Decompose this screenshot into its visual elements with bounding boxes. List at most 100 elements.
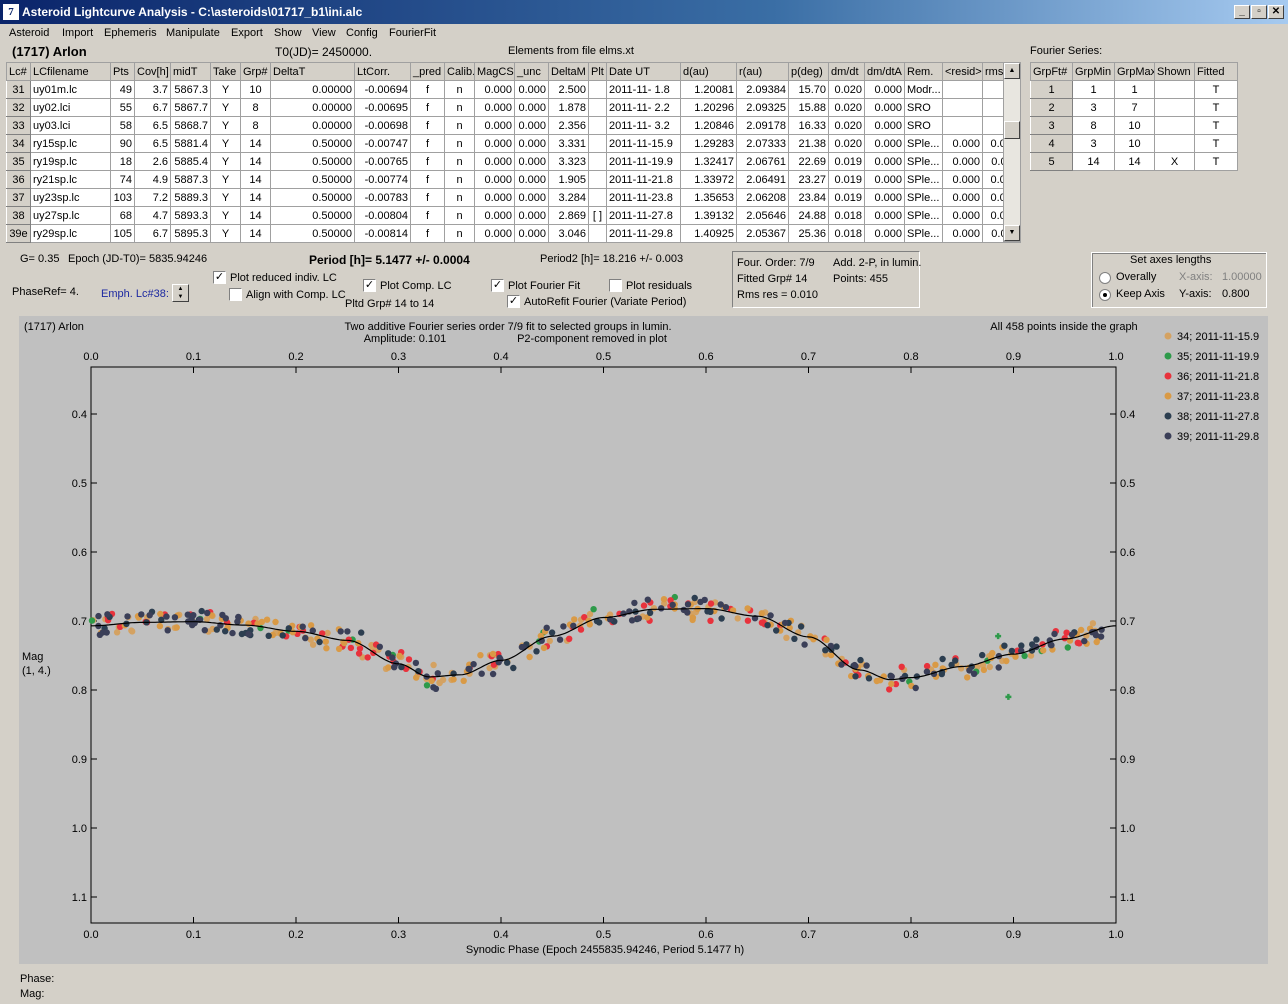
table-cell[interactable]: n xyxy=(444,170,475,189)
table-cell[interactable]: 1.20846 xyxy=(680,116,737,135)
table-cell[interactable]: 23.27 xyxy=(788,170,829,189)
table-cell[interactable]: 0.50000 xyxy=(270,206,355,225)
table-cell[interactable] xyxy=(942,116,983,135)
scroll-up-arrow-icon[interactable]: ▲ xyxy=(1004,63,1020,79)
lc-col-header[interactable]: dm/dtA xyxy=(864,62,905,81)
fourier-cell[interactable]: 14 xyxy=(1072,152,1115,171)
table-cell[interactable]: 6.5 xyxy=(134,134,171,153)
plot-fourier-checkbox[interactable]: ✓ xyxy=(491,279,504,292)
table-cell[interactable]: 0.019 xyxy=(828,170,865,189)
table-cell[interactable]: 10 xyxy=(240,80,271,99)
fourier-col-header[interactable]: Fitted xyxy=(1194,62,1238,81)
table-cell[interactable]: 7.2 xyxy=(134,188,171,207)
table-cell[interactable]: 0.000 xyxy=(474,170,515,189)
fourier-cell[interactable]: 10 xyxy=(1114,116,1155,135)
table-cell[interactable]: 0.018 xyxy=(828,206,865,225)
lc-col-header[interactable]: Pts xyxy=(110,62,135,81)
close-button[interactable]: ✕ xyxy=(1268,5,1284,19)
lc-col-header[interactable]: MagCS xyxy=(474,62,515,81)
row-header[interactable]: 31 xyxy=(6,80,31,99)
table-cell[interactable]: 2011-11-19.9 xyxy=(606,152,681,171)
table-cell[interactable]: 14 xyxy=(240,152,271,171)
table-cell[interactable]: 1.33972 xyxy=(680,170,737,189)
table-cell[interactable]: 2.06761 xyxy=(736,152,789,171)
table-cell[interactable]: 2011-11- 2.2 xyxy=(606,98,681,117)
y-axis-value[interactable]: 0.800 xyxy=(1222,288,1250,300)
plot-reduced-checkbox[interactable]: ✓ xyxy=(213,271,226,284)
fourier-cell[interactable]: 8 xyxy=(1072,116,1115,135)
lightcurve-table-scrollbar[interactable]: ▲ ▼ xyxy=(1003,62,1021,242)
fourier-cell[interactable]: 10 xyxy=(1114,134,1155,153)
row-header[interactable]: 32 xyxy=(6,98,31,117)
overally-radio[interactable] xyxy=(1099,272,1111,284)
table-cell[interactable]: 90 xyxy=(110,134,135,153)
fourier-cell[interactable]: 1 xyxy=(1114,80,1155,99)
table-cell[interactable]: 0.000 xyxy=(942,170,983,189)
table-cell[interactable]: 2.500 xyxy=(548,80,589,99)
table-cell[interactable]: Y xyxy=(210,98,241,117)
scroll-thumb[interactable] xyxy=(1004,121,1020,139)
table-cell[interactable]: 14 xyxy=(240,170,271,189)
table-cell[interactable]: -0.00774 xyxy=(354,170,411,189)
fourier-col-header[interactable]: GrpMax xyxy=(1114,62,1155,81)
table-cell[interactable]: 0.50000 xyxy=(270,224,355,243)
table-row[interactable]: 33 uy03.lci 58 6.5 5868.7 Y 8 0.00000 -0.00698 f n… xyxy=(6,116,1021,135)
table-cell[interactable] xyxy=(588,134,607,153)
table-cell[interactable]: uy23sp.lc xyxy=(30,188,111,207)
table-cell[interactable]: 0.00000 xyxy=(270,116,355,135)
table-cell[interactable]: 8 xyxy=(240,116,271,135)
table-cell[interactable]: -0.00695 xyxy=(354,98,411,117)
table-cell[interactable]: 0.000 xyxy=(474,152,515,171)
table-cell[interactable]: 2.07333 xyxy=(736,134,789,153)
table-cell[interactable]: 15.88 xyxy=(788,98,829,117)
table-cell[interactable]: 2011-11-29.8 xyxy=(606,224,681,243)
lightcurve-plot[interactable]: (1717) Arlon Two additive Fourier series… xyxy=(19,316,1268,964)
table-cell[interactable]: Y xyxy=(210,152,241,171)
lc-col-header[interactable]: DeltaM xyxy=(548,62,589,81)
keep-axis-radio[interactable] xyxy=(1099,289,1111,301)
table-cell[interactable]: -0.00694 xyxy=(354,80,411,99)
fourier-row-header[interactable]: 1 xyxy=(1030,80,1073,99)
fourier-row-header[interactable]: 4 xyxy=(1030,134,1073,153)
table-cell[interactable]: 1.20296 xyxy=(680,98,737,117)
table-cell[interactable]: 22.69 xyxy=(788,152,829,171)
table-cell[interactable]: f xyxy=(410,98,445,117)
table-cell[interactable] xyxy=(588,80,607,99)
menu-config[interactable]: Config xyxy=(346,27,378,39)
table-cell[interactable]: 0.000 xyxy=(514,98,549,117)
table-row[interactable]: 34 ry15sp.lc 90 6.5 5881.4 Y 14 0.50000 -0.00747… xyxy=(6,134,1021,153)
lc-col-header[interactable]: midT xyxy=(170,62,211,81)
table-cell[interactable]: 2.09384 xyxy=(736,80,789,99)
row-header[interactable]: 37 xyxy=(6,188,31,207)
table-cell[interactable]: 0.000 xyxy=(474,134,515,153)
table-cell[interactable]: 2011-11-15.9 xyxy=(606,134,681,153)
table-cell[interactable]: 0.000 xyxy=(514,116,549,135)
table-cell[interactable]: -0.00783 xyxy=(354,188,411,207)
table-cell[interactable]: f xyxy=(410,224,445,243)
table-cell[interactable]: 2.05646 xyxy=(736,206,789,225)
fourier-cell[interactable] xyxy=(1154,98,1195,117)
table-cell[interactable]: ry15sp.lc xyxy=(30,134,111,153)
maximize-button[interactable]: ▫ xyxy=(1251,5,1267,19)
table-cell[interactable]: ry19sp.lc xyxy=(30,152,111,171)
table-cell[interactable]: 0.000 xyxy=(942,206,983,225)
menu-ephemeris[interactable]: Ephemeris xyxy=(104,27,157,39)
table-cell[interactable] xyxy=(588,98,607,117)
table-cell[interactable]: 2.869 xyxy=(548,206,589,225)
lc-col-header[interactable]: Rem. xyxy=(904,62,943,81)
x-axis-value[interactable]: 1.00000 xyxy=(1222,271,1262,283)
table-cell[interactable]: 4.9 xyxy=(134,170,171,189)
lc-col-header[interactable]: LCfilename xyxy=(30,62,111,81)
table-cell[interactable]: 16.33 xyxy=(788,116,829,135)
lc-col-header[interactable]: p(deg) xyxy=(788,62,829,81)
fourier-cell[interactable]: 1 xyxy=(1072,80,1115,99)
lc-col-header[interactable]: Take xyxy=(210,62,241,81)
table-cell[interactable]: -0.00765 xyxy=(354,152,411,171)
fourier-cell[interactable]: T xyxy=(1194,98,1238,117)
table-cell[interactable]: 0.020 xyxy=(828,80,865,99)
table-cell[interactable]: 105 xyxy=(110,224,135,243)
table-cell[interactable]: uy01m.lc xyxy=(30,80,111,99)
table-cell[interactable]: 103 xyxy=(110,188,135,207)
